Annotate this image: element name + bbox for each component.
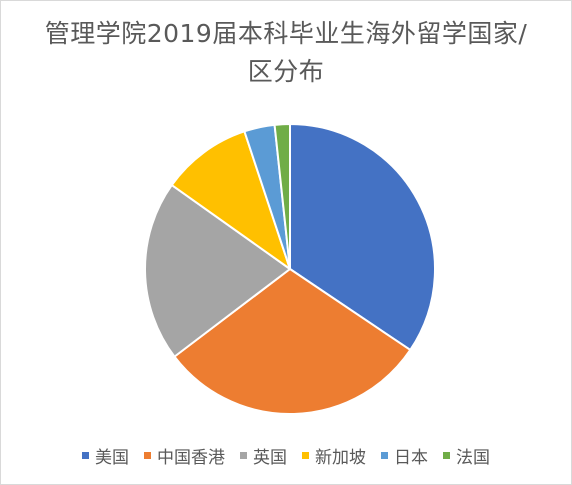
legend-swatch-4 bbox=[302, 452, 309, 459]
legend-item-4: 新加坡 bbox=[302, 443, 366, 468]
legend-item-5: 日本 bbox=[381, 443, 428, 468]
legend-label-5: 日本 bbox=[394, 448, 428, 468]
pie-slice-3 bbox=[144, 184, 291, 358]
pie-chart bbox=[144, 123, 436, 415]
pie-slice-4 bbox=[170, 130, 291, 270]
legend-item-6: 法国 bbox=[443, 443, 490, 468]
legend-label-1: 美国 bbox=[95, 448, 129, 468]
legend-label-3: 英国 bbox=[253, 448, 287, 468]
legend-item-1: 美国 bbox=[82, 443, 129, 468]
legend-label-6: 法国 bbox=[456, 448, 490, 468]
legend-item-3: 英国 bbox=[240, 443, 287, 468]
legend-swatch-2 bbox=[144, 452, 151, 459]
chart-title-line-1: 管理学院2019届本科毕业生海外留学国家/ bbox=[44, 19, 528, 48]
pie-slice-2 bbox=[173, 268, 412, 415]
legend-swatch-6 bbox=[443, 452, 450, 459]
legend-label-4: 新加坡 bbox=[315, 448, 366, 468]
legend-swatch-5 bbox=[381, 452, 388, 459]
chart-legend: 美国 中国香港 英国 新加坡 日本 法国 bbox=[1, 443, 571, 468]
legend-label-2: 中国香港 bbox=[157, 448, 225, 468]
pie-slice-6 bbox=[273, 123, 291, 270]
pie-slice-1 bbox=[289, 123, 436, 351]
legend-swatch-3 bbox=[240, 452, 247, 459]
chart-title-line-2: 区分布 bbox=[247, 57, 325, 86]
legend-item-2: 中国香港 bbox=[144, 443, 225, 468]
chart-title: 管理学院2019届本科毕业生海外留学国家/ 区分布 bbox=[1, 15, 571, 91]
legend-swatch-1 bbox=[82, 452, 89, 459]
